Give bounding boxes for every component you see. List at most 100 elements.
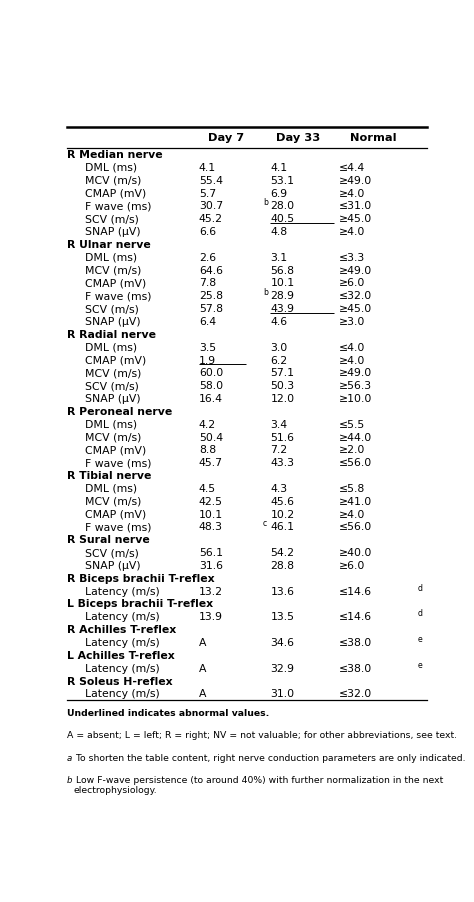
Text: R Biceps brachii T-reflex: R Biceps brachii T-reflex (66, 573, 214, 584)
Text: ≥56.3: ≥56.3 (338, 381, 372, 391)
Text: CMAP (mV): CMAP (mV) (85, 355, 146, 365)
Text: 16.4: 16.4 (199, 393, 223, 403)
Text: 40.5: 40.5 (271, 214, 295, 224)
Text: ≥4.0: ≥4.0 (338, 227, 365, 237)
Text: e: e (418, 634, 423, 643)
Text: ≥6.0: ≥6.0 (338, 278, 365, 288)
Text: c: c (263, 519, 267, 528)
Text: 3.0: 3.0 (271, 343, 288, 353)
Text: ≥3.0: ≥3.0 (338, 317, 365, 327)
Text: Latency (m/s): Latency (m/s) (85, 612, 160, 621)
Text: 6.2: 6.2 (271, 355, 288, 365)
Text: SCV (m/s): SCV (m/s) (85, 214, 139, 224)
Text: Normal: Normal (350, 133, 397, 143)
Text: 7.2: 7.2 (271, 445, 288, 455)
Text: MCV (m/s): MCV (m/s) (85, 432, 141, 442)
Text: ≥4.0: ≥4.0 (338, 189, 365, 198)
Text: 55.4: 55.4 (199, 176, 223, 186)
Text: 45.2: 45.2 (199, 214, 223, 224)
Text: 7.8: 7.8 (199, 278, 216, 288)
Text: 50.3: 50.3 (271, 381, 295, 391)
Text: 28.0: 28.0 (271, 201, 295, 211)
Text: 8.8: 8.8 (199, 445, 216, 455)
Text: 42.5: 42.5 (199, 496, 223, 506)
Text: 4.5: 4.5 (199, 483, 216, 493)
Text: 2.6: 2.6 (199, 253, 216, 262)
Text: CMAP (mV): CMAP (mV) (85, 509, 146, 519)
Text: DML (ms): DML (ms) (85, 419, 137, 429)
Text: e: e (418, 660, 423, 668)
Text: 1.9: 1.9 (199, 355, 216, 365)
Text: 12.0: 12.0 (271, 393, 295, 403)
Text: ≥6.0: ≥6.0 (338, 560, 365, 570)
Text: DML (ms): DML (ms) (85, 162, 137, 173)
Text: R Radial nerve: R Radial nerve (66, 329, 155, 339)
Text: d: d (418, 583, 423, 592)
Text: 56.8: 56.8 (271, 265, 294, 275)
Text: R Sural nerve: R Sural nerve (66, 535, 149, 545)
Text: 28.9: 28.9 (271, 291, 294, 301)
Text: a: a (66, 753, 72, 762)
Text: b: b (263, 198, 268, 207)
Text: 10.1: 10.1 (271, 278, 295, 288)
Text: ≥4.0: ≥4.0 (338, 509, 365, 519)
Text: 3.5: 3.5 (199, 343, 216, 353)
Text: 43.9: 43.9 (271, 304, 294, 314)
Text: 45.7: 45.7 (199, 457, 223, 468)
Text: 32.9: 32.9 (271, 663, 294, 673)
Text: MCV (m/s): MCV (m/s) (85, 496, 141, 506)
Text: To shorten the table content, right nerve conduction parameters are only indicat: To shorten the table content, right nerv… (73, 753, 466, 762)
Text: ≤5.5: ≤5.5 (338, 419, 365, 429)
Text: R Tibial nerve: R Tibial nerve (66, 471, 151, 481)
Text: 4.3: 4.3 (271, 483, 288, 493)
Text: 6.4: 6.4 (199, 317, 216, 327)
Text: 4.1: 4.1 (271, 162, 288, 173)
Text: ≥44.0: ≥44.0 (338, 432, 372, 442)
Text: 45.6: 45.6 (271, 496, 294, 506)
Text: SCV (m/s): SCV (m/s) (85, 381, 139, 391)
Text: ≥40.0: ≥40.0 (338, 548, 372, 557)
Text: CMAP (mV): CMAP (mV) (85, 189, 146, 198)
Text: 57.8: 57.8 (199, 304, 223, 314)
Text: 13.6: 13.6 (271, 586, 294, 596)
Text: F wave (ms): F wave (ms) (85, 457, 152, 468)
Text: 57.1: 57.1 (271, 368, 294, 378)
Text: 30.7: 30.7 (199, 201, 223, 211)
Text: ≥45.0: ≥45.0 (338, 214, 372, 224)
Text: A = absent; L = left; R = right; NV = not valuable; for other abbreviations, see: A = absent; L = left; R = right; NV = no… (66, 731, 456, 740)
Text: 53.1: 53.1 (271, 176, 294, 186)
Text: ≥2.0: ≥2.0 (338, 445, 365, 455)
Text: ≤5.8: ≤5.8 (338, 483, 365, 493)
Text: L Biceps brachii T-reflex: L Biceps brachii T-reflex (66, 599, 213, 609)
Text: 5.7: 5.7 (199, 189, 216, 198)
Text: ≥41.0: ≥41.0 (338, 496, 372, 506)
Text: R Peroneal nerve: R Peroneal nerve (66, 407, 172, 417)
Text: SNAP (μV): SNAP (μV) (85, 317, 141, 327)
Text: A: A (199, 663, 206, 673)
Text: A: A (199, 688, 206, 698)
Text: ≤32.0: ≤32.0 (338, 688, 372, 698)
Text: ≤14.6: ≤14.6 (338, 612, 372, 621)
Text: 54.2: 54.2 (271, 548, 294, 557)
Text: R Median nerve: R Median nerve (66, 150, 162, 160)
Text: SCV (m/s): SCV (m/s) (85, 548, 139, 557)
Text: L Achilles T-reflex: L Achilles T-reflex (66, 650, 174, 660)
Text: 28.8: 28.8 (271, 560, 294, 570)
Text: b: b (263, 288, 268, 297)
Text: 56.1: 56.1 (199, 548, 223, 557)
Text: Day 7: Day 7 (209, 133, 245, 143)
Text: R Ulnar nerve: R Ulnar nerve (66, 240, 150, 250)
Text: 58.0: 58.0 (199, 381, 223, 391)
Text: SNAP (μV): SNAP (μV) (85, 560, 141, 570)
Text: 4.6: 4.6 (271, 317, 288, 327)
Text: DML (ms): DML (ms) (85, 483, 137, 493)
Text: CMAP (mV): CMAP (mV) (85, 445, 146, 455)
Text: 10.1: 10.1 (199, 509, 223, 519)
Text: Low F-wave persistence (to around 40%) with further normalization in the next el: Low F-wave persistence (to around 40%) w… (73, 775, 444, 795)
Text: Latency (m/s): Latency (m/s) (85, 586, 160, 596)
Text: MCV (m/s): MCV (m/s) (85, 176, 141, 186)
Text: MCV (m/s): MCV (m/s) (85, 368, 141, 378)
Text: Latency (m/s): Latency (m/s) (85, 663, 160, 673)
Text: R Soleus H-reflex: R Soleus H-reflex (66, 676, 172, 686)
Text: 31.0: 31.0 (271, 688, 295, 698)
